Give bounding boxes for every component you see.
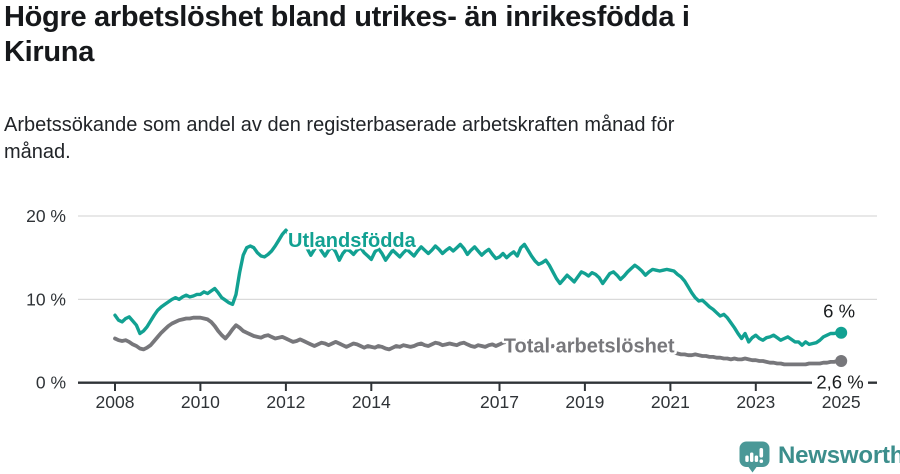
chart-title: Högre arbetslöshet bland utrikes- än inr…: [4, 1, 690, 68]
chart-subtitle: Arbetssökande som andel av den registerb…: [4, 114, 675, 163]
x-tick-label-2021: 2021: [651, 392, 690, 412]
end-label-bg-total-arbetsl-shet: [812, 372, 868, 394]
series-label-utlandsf-dda: Utlandsfödda: [288, 230, 417, 252]
x-tick-label-2019: 2019: [565, 392, 604, 412]
x-tick-label-2012: 2012: [266, 392, 305, 412]
x-tick-label-2008: 2008: [96, 392, 135, 412]
series-line-utlandsf-dda: [113, 228, 843, 347]
newsworthy-logo[interactable]: Newsworthy: [738, 439, 900, 473]
x-tick-label-2014: 2014: [352, 392, 391, 412]
x-tick-label-2010: 2010: [181, 392, 220, 412]
y-tick-label-10: 10 %: [26, 289, 66, 309]
series-endpoint-dot-total-arbetsl-shet: [835, 355, 848, 367]
x-tick-label-2025: 2025: [822, 392, 861, 412]
series-line-total-arbetsl-shet: [113, 315, 844, 367]
y-tick-label-0: 0 %: [36, 373, 66, 393]
series-label-total-arbetsl-shet: Total arbetslöshet: [504, 336, 675, 358]
end-value-label-utlandsf-dda: 6 %: [823, 300, 855, 321]
x-tick-label-2017: 2017: [480, 392, 519, 412]
x-tick-label-2023: 2023: [736, 392, 775, 412]
end-value-label-total-arbetsl-shet: 2,6 %: [816, 372, 863, 393]
y-tick-label-20: 20 %: [26, 206, 66, 226]
bar-chart-speech-bubble-icon: [739, 441, 770, 472]
newsworthy-brand-text: Newsworthy: [778, 442, 900, 469]
series-endpoint-dot-utlandsf-dda: [835, 326, 848, 339]
